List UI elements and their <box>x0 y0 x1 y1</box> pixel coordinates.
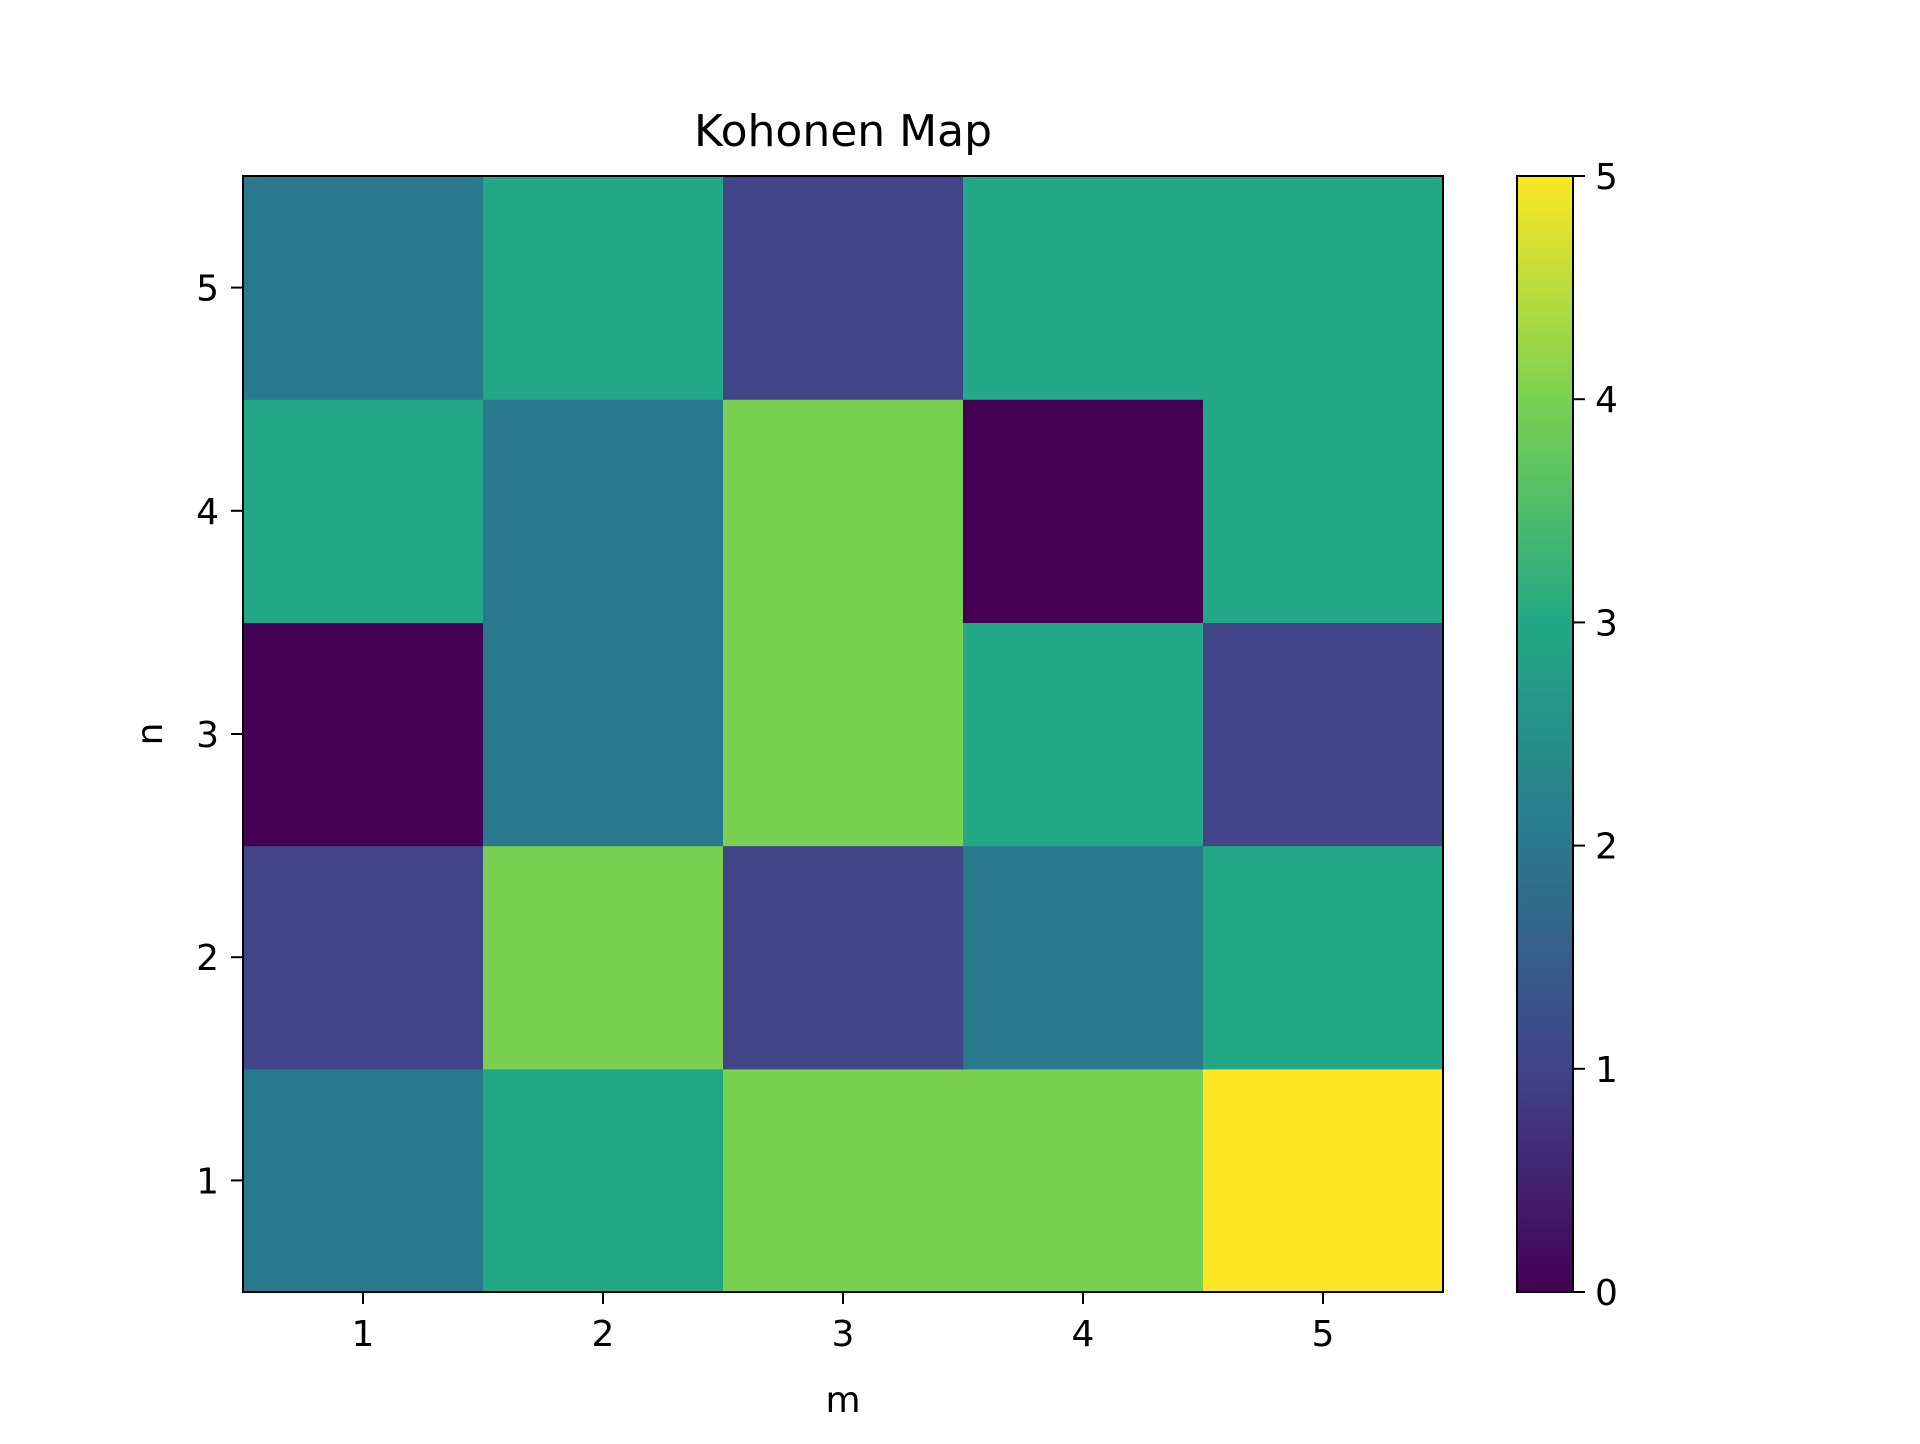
colorbar-frame <box>1516 175 1574 1293</box>
heatmap-cell-m4-n2 <box>963 845 1204 1070</box>
heatmap-cell-m2-n4 <box>483 399 724 623</box>
heatmap-cell-m4-n5 <box>963 176 1204 400</box>
heatmap-cell-m4-n1 <box>963 1068 1204 1293</box>
x-tick-label: 1 <box>352 1314 375 1355</box>
heatmap-cell-m2-n1 <box>483 1068 724 1293</box>
y-axis: 1 2 3 4 5 <box>196 269 243 1202</box>
heatmap-cell-m5-n4 <box>1203 399 1444 623</box>
colorbar-tick-label: 0 <box>1595 1273 1618 1314</box>
colorbar-tick-label: 5 <box>1595 157 1618 198</box>
x-tick-label: 3 <box>832 1314 855 1355</box>
heatmap-cell-m1-n3 <box>243 622 484 847</box>
x-axis-label: m <box>825 1380 860 1421</box>
heatmap-cell-m2-n2 <box>483 845 724 1070</box>
colorbar-tick-label: 2 <box>1595 827 1618 868</box>
colorbar-tick-label: 1 <box>1595 1050 1618 1091</box>
heatmap-cell-m5-n1 <box>1203 1068 1444 1293</box>
chart-title: Kohonen Map <box>694 106 992 157</box>
x-tick-label: 2 <box>592 1314 615 1355</box>
heatmap-cell-m3-n3 <box>723 622 964 847</box>
heatmap-cell-m2-n3 <box>483 622 724 847</box>
x-tick-label: 5 <box>1312 1314 1335 1355</box>
y-tick-label: 4 <box>196 492 219 533</box>
heatmap-cell-m5-n5 <box>1203 176 1444 400</box>
heatmap-cell-m3-n5 <box>723 176 964 400</box>
colorbar-tick-label: 4 <box>1595 380 1618 421</box>
colorbar-ticks: 0 1 2 3 4 5 <box>1573 157 1618 1314</box>
heatmap-cell-m2-n5 <box>483 176 724 400</box>
y-tick-label: 2 <box>196 938 219 979</box>
heatmap-cell-m4-n4 <box>963 399 1204 623</box>
y-tick-label: 3 <box>196 715 219 756</box>
heatmap-cell-m5-n3 <box>1203 622 1444 847</box>
heatmap-cell-m5-n2 <box>1203 845 1444 1070</box>
y-tick-label: 5 <box>196 269 219 310</box>
heatmap-cell-m3-n1 <box>723 1068 964 1293</box>
heatmap-cell-m1-n5 <box>243 176 484 400</box>
colorbar-tick-label: 3 <box>1595 603 1618 644</box>
x-tick-label: 4 <box>1072 1314 1095 1355</box>
heatmap-cell-m1-n2 <box>243 845 484 1070</box>
y-tick-label: 1 <box>196 1161 219 1202</box>
heatmap-cell-m1-n1 <box>243 1068 484 1293</box>
heatmap-cell-m3-n2 <box>723 845 964 1070</box>
heatmap-cell-m4-n3 <box>963 622 1204 847</box>
heatmap-cells <box>243 176 1444 1293</box>
y-axis-label: n <box>130 723 171 746</box>
colorbar <box>1517 176 1573 1292</box>
heatmap-cell-m1-n4 <box>243 399 484 623</box>
x-axis: 1 2 3 4 5 <box>352 1292 1335 1355</box>
heatmap-cell-m3-n4 <box>723 399 964 623</box>
